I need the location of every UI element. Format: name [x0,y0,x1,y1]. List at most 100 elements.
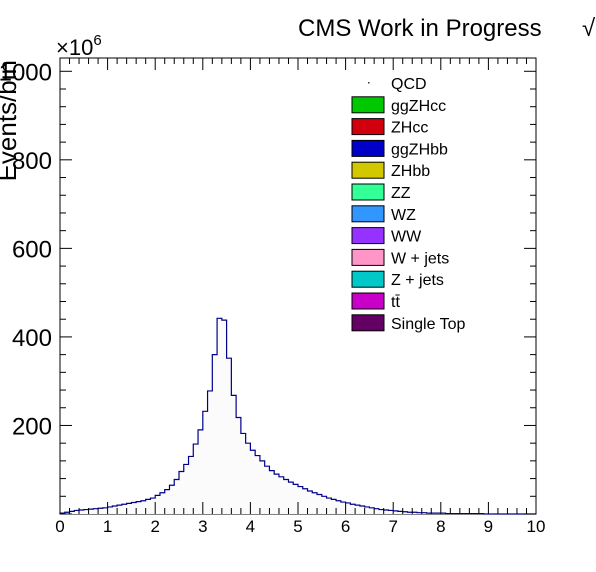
histogram-bin [136,501,141,514]
plot-frame [59,57,537,515]
histogram-bin [202,411,208,514]
histogram-bin [88,509,94,514]
chart-title-suffix: √ [582,15,596,42]
histogram-bin [312,492,318,514]
x-tick-label: 5 [293,517,302,536]
histogram-bin [355,505,360,514]
legend-swatch [351,118,385,136]
legend-label: ZHbb [391,163,430,180]
y-tick-label: 600 [12,236,52,263]
legend-label: ZZ [391,185,411,202]
y-tick-label: 400 [12,325,52,352]
histogram-bin [207,390,213,514]
histogram-bin [383,510,389,514]
histogram-bin [331,499,337,514]
legend-swatch [351,292,385,310]
legend-label: ZHcc [391,120,428,137]
y-tick-label: 1000 [0,59,52,86]
histogram-bin [255,455,260,514]
histogram-bin [193,444,199,514]
histogram-bin [179,471,184,514]
histogram-bin [112,506,118,514]
legend-label: WZ [391,207,416,224]
histogram-bin [307,490,313,514]
legend-swatch [351,96,385,114]
x-tick-label: 4 [246,517,255,536]
histogram-bin [402,511,408,514]
histogram-bin [397,511,403,514]
y-tick-label: 200 [12,413,52,440]
histogram-bin [345,502,351,514]
histogram-bin [226,358,232,514]
legend-swatch [351,314,385,332]
histogram-bin [393,510,398,514]
histogram-bin [359,506,365,514]
histogram-bin [198,429,203,514]
histogram-bin [336,500,341,514]
histogram-bin [240,433,246,514]
histogram-bin [107,506,113,514]
legend-label: W + jets [391,250,449,267]
y-axis-label: Events/bin [0,60,22,181]
histogram-bin [231,395,237,514]
legend-swatch [368,82,370,84]
histogram-bin [369,507,375,514]
histogram-bin [293,484,298,514]
x-tick-label: 2 [150,517,159,536]
legend-swatch [351,205,385,223]
x-tick-label: 0 [55,517,64,536]
legend-label: WW [391,229,422,246]
histogram-bin [364,506,370,514]
histogram-bin [131,502,137,514]
histogram-bin [155,495,160,514]
histogram-bin [126,503,132,514]
histogram-outline [59,317,536,515]
legend-label: Single Top [391,316,466,333]
histogram-bin [326,498,332,514]
histogram-bin [298,486,303,514]
legend-label: ggZHbb [391,141,448,158]
legend-swatch [351,139,385,157]
x-tick-label: 6 [341,517,350,536]
x-tick-label: 10 [527,517,546,536]
histogram-bin [221,320,227,514]
legend-swatch [351,183,385,201]
legend-swatch [351,227,385,245]
histogram-bin [259,460,265,514]
histogram-bin [102,507,108,514]
histogram-bin [117,505,122,514]
legend-swatch [351,161,385,179]
histogram-bin [350,504,356,514]
legend-swatch [351,248,385,266]
histogram-bin [378,509,384,514]
histogram-bin [74,510,80,514]
histogram-bin [188,456,194,514]
histogram-bin [317,494,322,514]
histogram-bin [374,508,379,514]
histogram-bin [169,485,175,514]
histogram-bin [321,496,327,514]
x-tick-label: 7 [388,517,397,536]
y-multiplier: ×106 [56,32,102,60]
histogram-bin [421,512,427,514]
histogram-layer [59,317,536,515]
histogram-bin [302,488,308,514]
histogram-bin [417,512,422,514]
histogram-bin [164,489,170,514]
histogram-bin [236,417,241,514]
x-tick-label: 3 [198,517,207,536]
histogram-bin [93,508,99,514]
histogram-bin [245,443,251,514]
legend-label: tt̄ [391,294,400,311]
histogram-bin [98,508,103,514]
histogram-bin [278,476,284,514]
histogram-bin [212,354,218,514]
histogram-bin [150,498,156,514]
histogram-bin [159,492,165,514]
x-tick-label: 8 [436,517,445,536]
legend-swatch [351,270,385,288]
y-tick-label: 800 [12,148,52,175]
histogram-bin [412,512,417,514]
histogram-bin [69,511,75,514]
axes-layer: 0 1 2 3 4 5 6 7 8 9 10 200 400 600 800 1000 [0,58,545,536]
